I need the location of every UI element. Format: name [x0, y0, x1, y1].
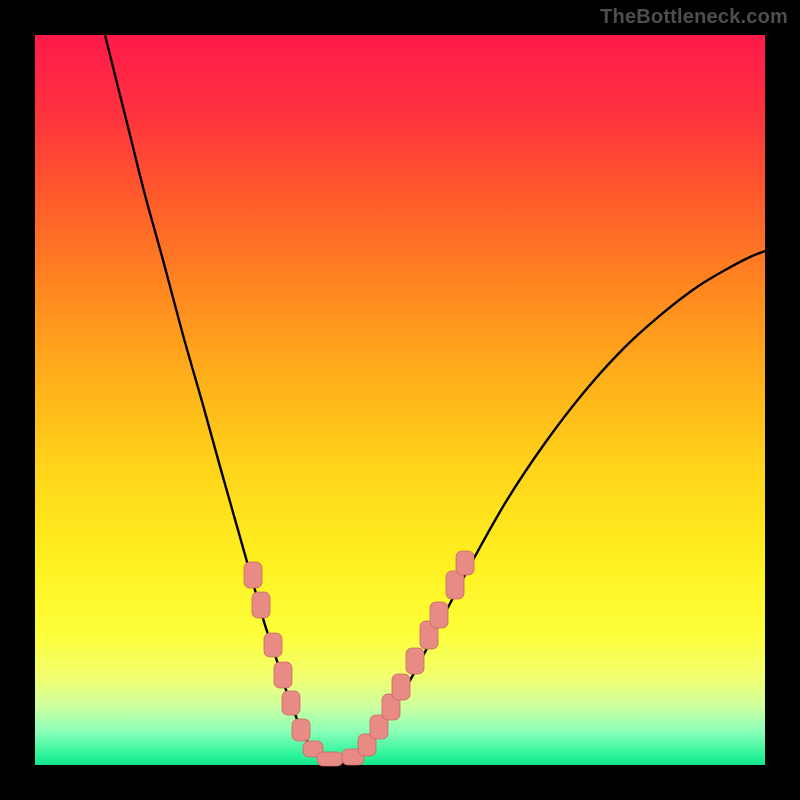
data-marker [282, 691, 300, 715]
chart-svg [35, 35, 765, 765]
watermark-text: TheBottleneck.com [600, 6, 788, 29]
data-marker [406, 648, 424, 674]
data-marker [430, 602, 448, 628]
data-marker [264, 633, 282, 657]
data-marker [392, 674, 410, 700]
outer-frame: TheBottleneck.com [0, 0, 800, 800]
gradient-background [35, 35, 765, 765]
data-marker [244, 562, 262, 588]
data-marker [317, 752, 343, 766]
data-marker [292, 719, 310, 741]
data-marker [456, 551, 474, 575]
plot-area [35, 35, 765, 765]
data-marker [274, 662, 292, 688]
data-marker [252, 592, 270, 618]
